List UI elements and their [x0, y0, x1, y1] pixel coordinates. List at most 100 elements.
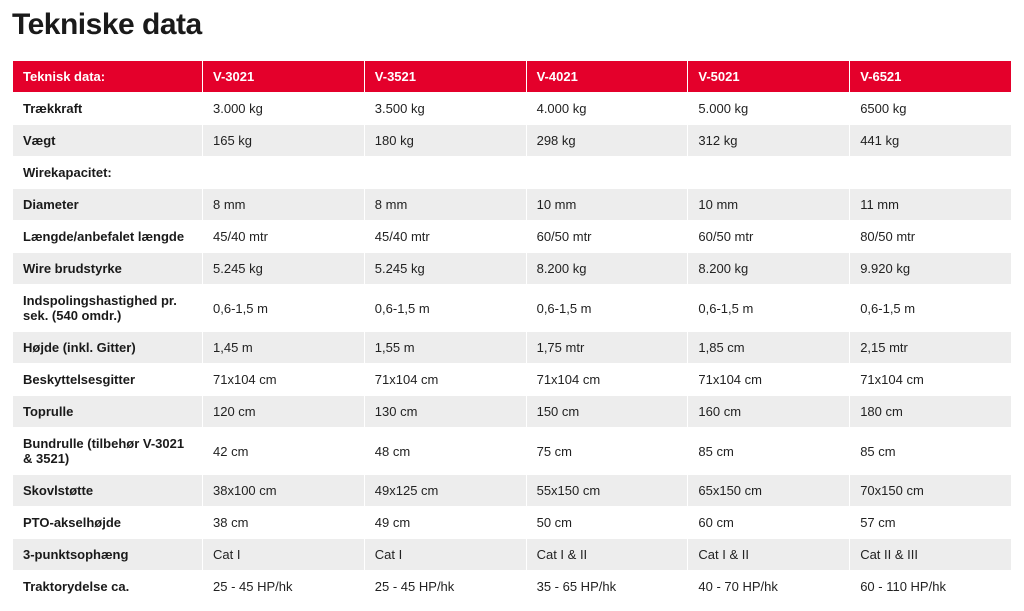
cell: 312 kg [688, 125, 850, 157]
cell: 9.920 kg [850, 253, 1012, 285]
cell: 71x104 cm [364, 364, 526, 396]
table-row: Traktorydelse ca.25 - 45 HP/hk25 - 45 HP… [13, 571, 1012, 603]
cell: 70x150 cm [850, 475, 1012, 507]
cell [526, 157, 688, 189]
table-row: PTO-akselhøjde38 cm49 cm50 cm60 cm57 cm [13, 507, 1012, 539]
col-header: V-6521 [850, 61, 1012, 93]
table-row: Skovlstøtte38x100 cm49x125 cm55x150 cm65… [13, 475, 1012, 507]
row-label: PTO-akselhøjde [13, 507, 203, 539]
cell: 298 kg [526, 125, 688, 157]
cell: Cat I [364, 539, 526, 571]
table-row: Højde (inkl. Gitter)1,45 m1,55 m1,75 mtr… [13, 332, 1012, 364]
table-row: Indspolingshastighed pr. sek. (540 omdr.… [13, 285, 1012, 332]
cell: 49 cm [364, 507, 526, 539]
cell [688, 157, 850, 189]
cell: 60/50 mtr [688, 221, 850, 253]
cell: Cat I [203, 539, 365, 571]
cell: 120 cm [203, 396, 365, 428]
table-row: Trækkraft3.000 kg3.500 kg4.000 kg5.000 k… [13, 93, 1012, 125]
cell [364, 157, 526, 189]
cell: 1,85 cm [688, 332, 850, 364]
row-label: Længde/anbefalet længde [13, 221, 203, 253]
cell: 10 mm [688, 189, 850, 221]
cell: 8.200 kg [526, 253, 688, 285]
cell [850, 157, 1012, 189]
cell: 25 - 45 HP/hk [364, 571, 526, 603]
col-header: V-3021 [203, 61, 365, 93]
cell: 8 mm [203, 189, 365, 221]
cell: 4.000 kg [526, 93, 688, 125]
table-row: Wire brudstyrke5.245 kg5.245 kg8.200 kg8… [13, 253, 1012, 285]
cell: 5.245 kg [203, 253, 365, 285]
cell: 0,6-1,5 m [203, 285, 365, 332]
cell: 1,45 m [203, 332, 365, 364]
row-label: Indspolingshastighed pr. sek. (540 omdr.… [13, 285, 203, 332]
cell: 3.500 kg [364, 93, 526, 125]
table-row: Wirekapacitet: [13, 157, 1012, 189]
cell: 165 kg [203, 125, 365, 157]
cell: 55x150 cm [526, 475, 688, 507]
cell: 0,6-1,5 m [850, 285, 1012, 332]
table-row: Toprulle120 cm130 cm150 cm160 cm180 cm [13, 396, 1012, 428]
row-label: Wire brudstyrke [13, 253, 203, 285]
row-label: Trækkraft [13, 93, 203, 125]
cell: Cat I & II [526, 539, 688, 571]
row-label: Toprulle [13, 396, 203, 428]
table-row: Bundrulle (tilbehør V-3021 & 3521)42 cm4… [13, 428, 1012, 475]
row-label: Vægt [13, 125, 203, 157]
col-header: Teknisk data: [13, 61, 203, 93]
cell: 180 cm [850, 396, 1012, 428]
cell: 5.000 kg [688, 93, 850, 125]
row-label: Bundrulle (tilbehør V-3021 & 3521) [13, 428, 203, 475]
cell: 60/50 mtr [526, 221, 688, 253]
cell: 71x104 cm [203, 364, 365, 396]
cell: 2,15 mtr [850, 332, 1012, 364]
col-header: V-4021 [526, 61, 688, 93]
cell: 45/40 mtr [203, 221, 365, 253]
cell [203, 157, 365, 189]
cell: 40 - 70 HP/hk [688, 571, 850, 603]
row-label: 3-punktsophæng [13, 539, 203, 571]
cell: 180 kg [364, 125, 526, 157]
row-label: Skovlstøtte [13, 475, 203, 507]
cell: 1,75 mtr [526, 332, 688, 364]
cell: 130 cm [364, 396, 526, 428]
row-label: Diameter [13, 189, 203, 221]
cell: 1,55 m [364, 332, 526, 364]
cell: 10 mm [526, 189, 688, 221]
cell: 3.000 kg [203, 93, 365, 125]
cell: 0,6-1,5 m [364, 285, 526, 332]
row-label: Beskyttelsesgitter [13, 364, 203, 396]
cell: 0,6-1,5 m [688, 285, 850, 332]
cell: 6500 kg [850, 93, 1012, 125]
row-label: Højde (inkl. Gitter) [13, 332, 203, 364]
cell: 71x104 cm [688, 364, 850, 396]
cell: 441 kg [850, 125, 1012, 157]
cell: Cat II & III [850, 539, 1012, 571]
row-label: Wirekapacitet: [13, 157, 203, 189]
cell: 8.200 kg [688, 253, 850, 285]
cell: 60 cm [688, 507, 850, 539]
table-header-row: Teknisk data: V-3021 V-3521 V-4021 V-502… [13, 61, 1012, 93]
table-row: 3-punktsophængCat ICat ICat I & IICat I … [13, 539, 1012, 571]
table-row: Vægt165 kg180 kg298 kg312 kg441 kg [13, 125, 1012, 157]
cell: 5.245 kg [364, 253, 526, 285]
col-header: V-5021 [688, 61, 850, 93]
cell: 45/40 mtr [364, 221, 526, 253]
cell: 0,6-1,5 m [526, 285, 688, 332]
cell: 11 mm [850, 189, 1012, 221]
cell: 49x125 cm [364, 475, 526, 507]
cell: 38x100 cm [203, 475, 365, 507]
cell: 42 cm [203, 428, 365, 475]
cell: 80/50 mtr [850, 221, 1012, 253]
cell: 160 cm [688, 396, 850, 428]
cell: Cat I & II [688, 539, 850, 571]
row-label: Traktorydelse ca. [13, 571, 203, 603]
col-header: V-3521 [364, 61, 526, 93]
cell: 65x150 cm [688, 475, 850, 507]
cell: 75 cm [526, 428, 688, 475]
table-row: Længde/anbefalet længde45/40 mtr45/40 mt… [13, 221, 1012, 253]
cell: 71x104 cm [526, 364, 688, 396]
cell: 85 cm [688, 428, 850, 475]
table-row: Diameter8 mm8 mm10 mm10 mm11 mm [13, 189, 1012, 221]
